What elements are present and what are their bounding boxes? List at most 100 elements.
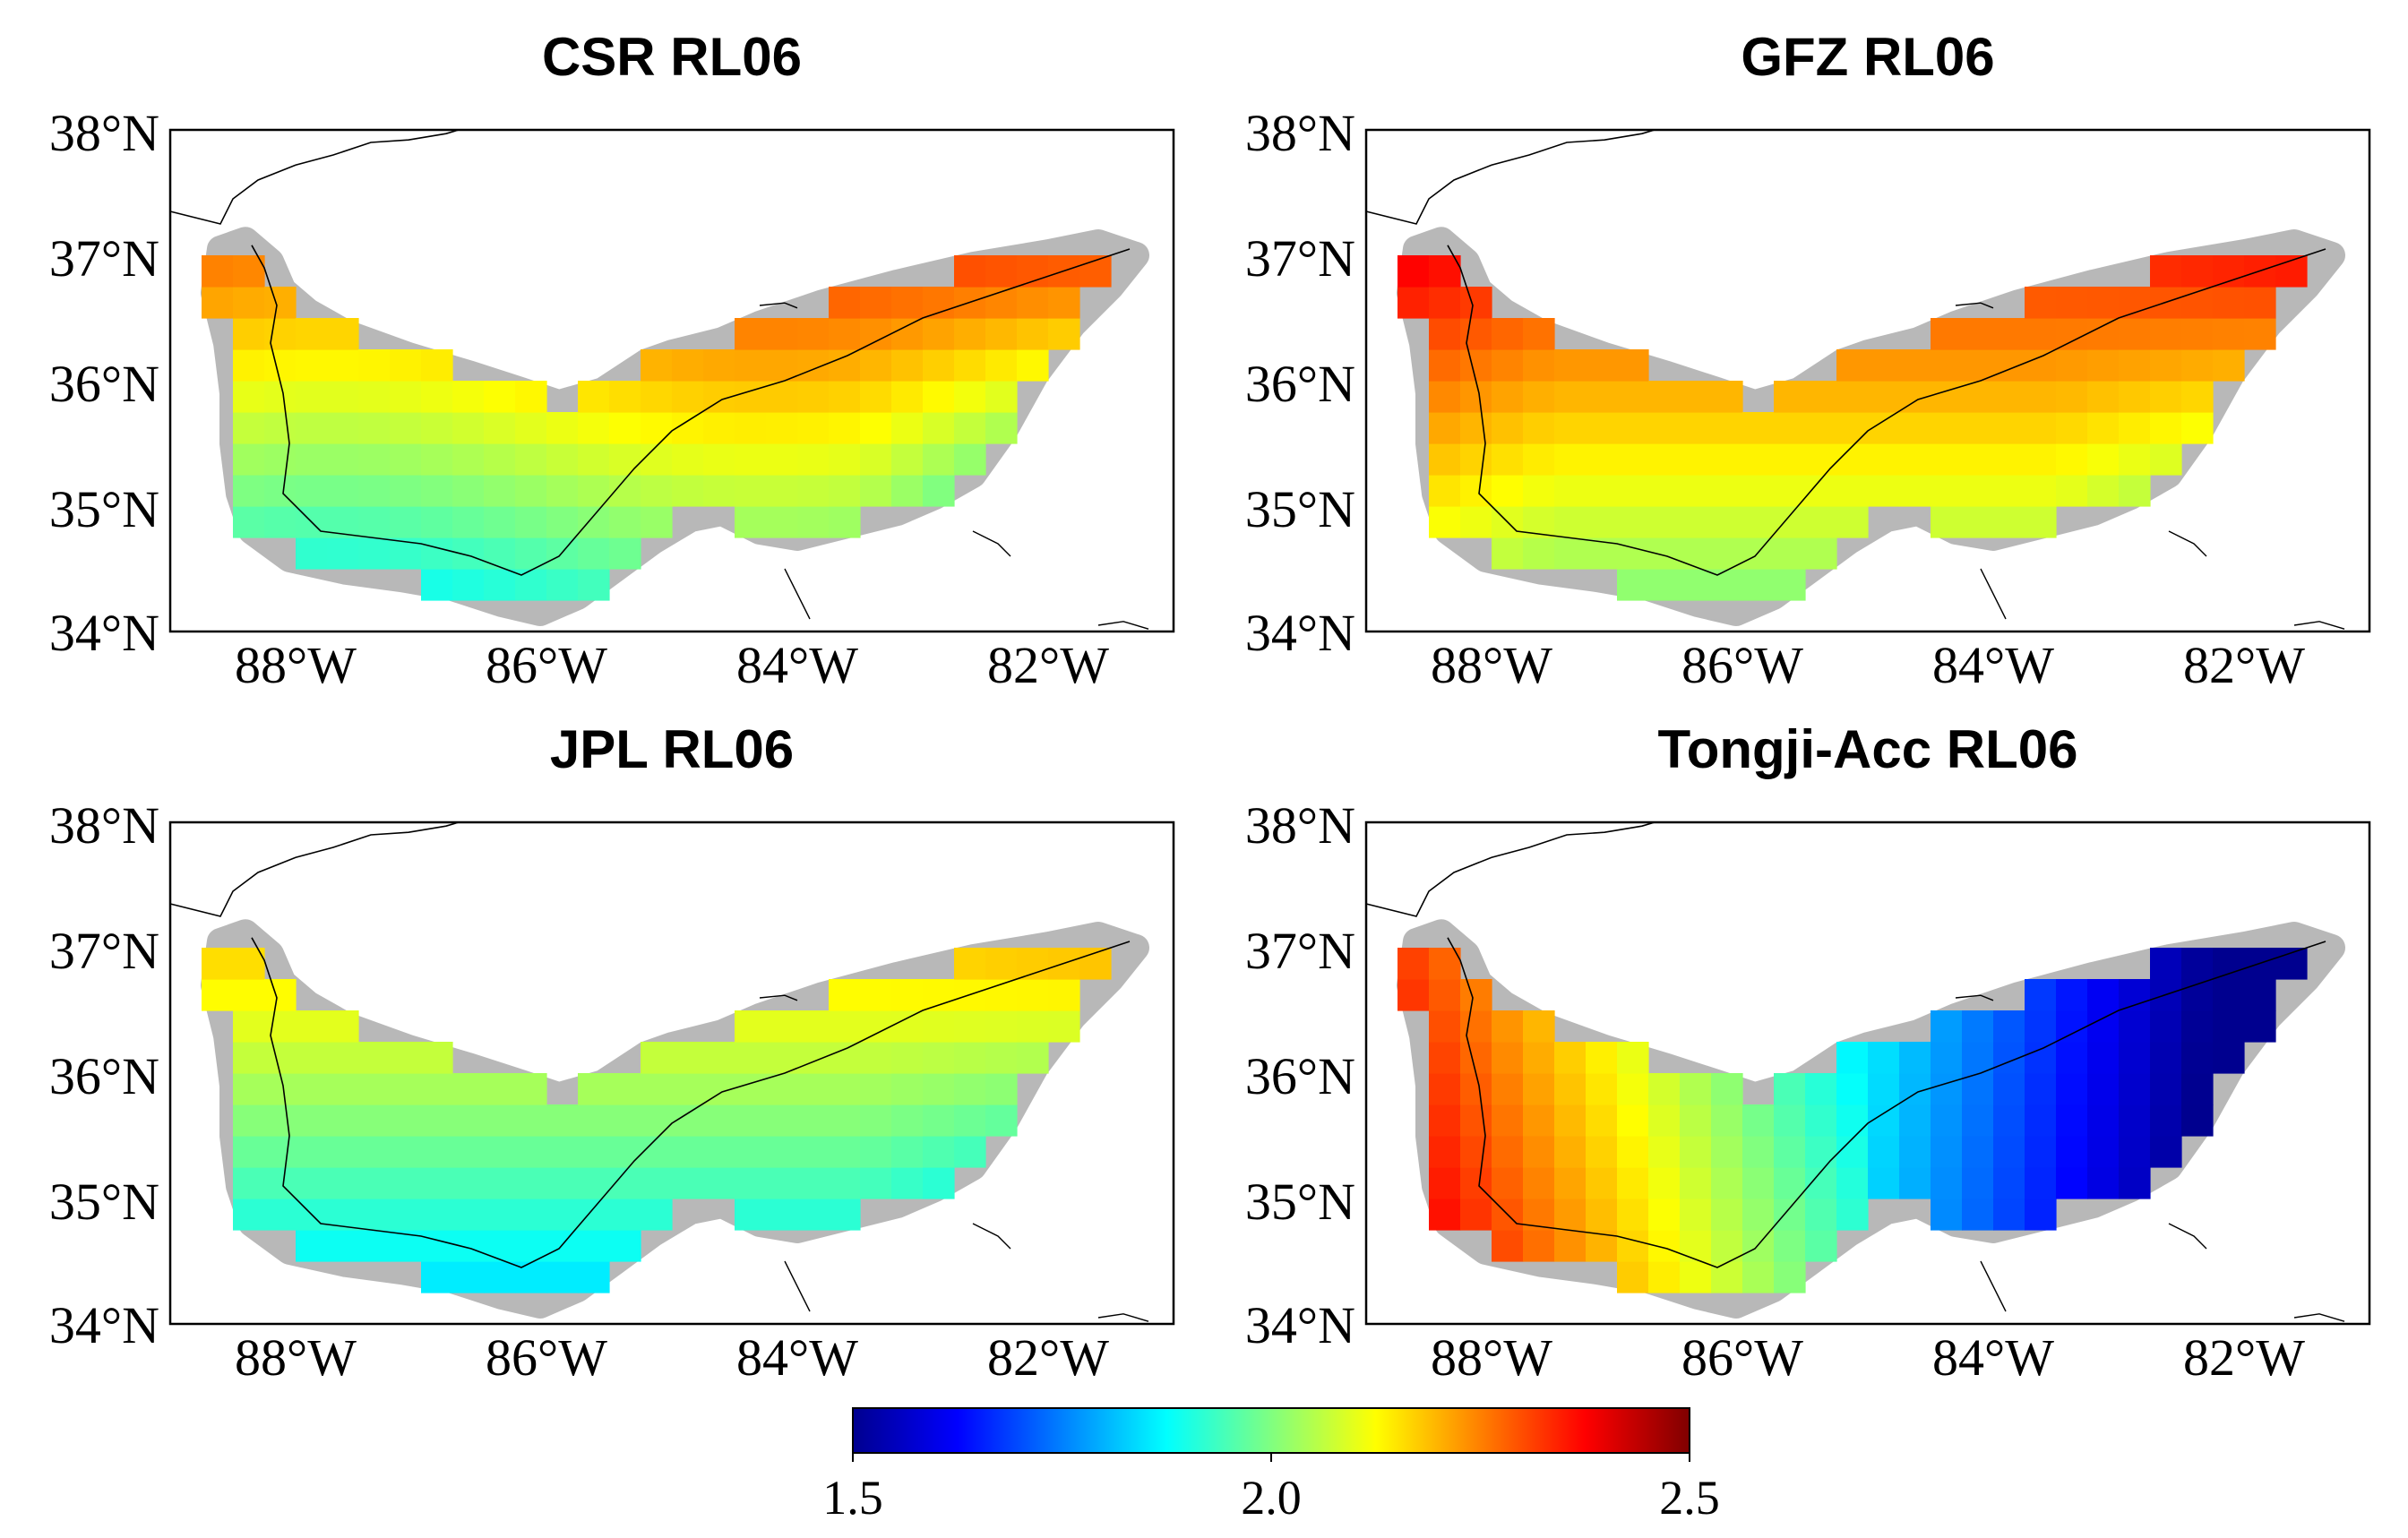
- grid-cell: [1774, 381, 1806, 413]
- grid-cell: [609, 537, 641, 570]
- grid-cell: [1648, 1167, 1681, 1199]
- grid-cell: [358, 475, 391, 507]
- grid-cell: [797, 1010, 830, 1043]
- grid-cell: [1836, 1042, 1869, 1074]
- grid-cell: [641, 1104, 673, 1137]
- grid-cell: [1460, 412, 1492, 444]
- grid-cell: [2181, 349, 2214, 382]
- grid-cell: [421, 1230, 453, 1262]
- boundary-line: [169, 821, 460, 917]
- grid-cell: [390, 412, 422, 444]
- grid-cell: [1617, 349, 1649, 382]
- grid-cell: [421, 1136, 453, 1168]
- grid-cell: [421, 569, 453, 601]
- grid-cell: [1460, 443, 1492, 476]
- grid-cell: [484, 1261, 516, 1293]
- grid-cell: [1680, 381, 1712, 413]
- grid-cell: [891, 287, 924, 319]
- grid-cell: [1617, 1136, 1649, 1168]
- grid-cell: [891, 1010, 924, 1043]
- grid-cell: [452, 506, 485, 538]
- lat-tick-label: 35°N: [49, 1173, 159, 1231]
- grid-cell: [797, 1199, 830, 1231]
- grid-cell: [829, 1042, 861, 1074]
- grid-cell: [1962, 1136, 1994, 1168]
- grid-cell: [327, 1230, 359, 1262]
- grid-cell: [515, 1230, 547, 1262]
- grid-cell: [1931, 349, 1963, 382]
- grid-cell: [1586, 381, 1618, 413]
- grid-cell: [1398, 287, 1430, 319]
- grid-cell: [1711, 475, 1743, 507]
- grid-cell: [421, 349, 453, 382]
- grid-cell: [954, 443, 986, 476]
- grid-cell: [296, 1167, 328, 1199]
- grid-cells: [1398, 255, 2308, 601]
- lat-tick-label: 38°N: [49, 796, 159, 855]
- grid-cell: [2244, 318, 2276, 350]
- grid-cell: [672, 1167, 704, 1199]
- grid-cell: [2150, 1073, 2182, 1105]
- lat-tick-label: 34°N: [49, 604, 159, 662]
- grid-cell: [703, 475, 735, 507]
- grid-cell: [829, 1010, 861, 1043]
- grid-cell: [1648, 1261, 1681, 1293]
- grid-cell: [1836, 1167, 1869, 1199]
- grid-cell: [860, 979, 892, 1011]
- grid-cell: [484, 412, 516, 444]
- grid-cell: [2025, 1073, 2057, 1105]
- grid-cell: [1931, 1073, 1963, 1105]
- panel-title: CSR RL06: [542, 27, 802, 87]
- grid-cell: [452, 443, 485, 476]
- grid-cell: [1931, 412, 1963, 444]
- grid-cell: [735, 381, 767, 413]
- grid-cell: [2025, 1042, 2057, 1074]
- lake-outline: [1980, 1260, 2007, 1312]
- grid-cell: [923, 1010, 955, 1043]
- grid-cell: [1742, 569, 1775, 601]
- grid-cell: [1742, 1230, 1775, 1262]
- grid-cell: [2213, 1010, 2245, 1043]
- boundary-line: [169, 129, 460, 225]
- grid-cell: [1962, 318, 1994, 350]
- grid-cell: [829, 1199, 861, 1231]
- grid-cell: [1460, 318, 1492, 350]
- grid-cell: [515, 1073, 547, 1105]
- grid-cell: [1962, 412, 1994, 444]
- grid-cell: [1429, 979, 1461, 1011]
- grid-cell: [1899, 1104, 1931, 1137]
- grid-cell: [421, 443, 453, 476]
- grid-cell: [2087, 475, 2120, 507]
- grid-cell: [1648, 443, 1681, 476]
- lat-tick-label: 35°N: [49, 480, 159, 538]
- grid-cell: [1774, 1167, 1806, 1199]
- lon-tick-label: 86°W: [1681, 636, 1803, 694]
- grid-cell: [766, 1167, 798, 1199]
- grid-cell: [1993, 1104, 2025, 1137]
- grid-cell: [358, 1042, 391, 1074]
- grid-cell: [609, 506, 641, 538]
- grid-cell: [515, 537, 547, 570]
- grid-cell: [264, 287, 297, 319]
- grid-cell: [2056, 1104, 2088, 1137]
- grid-cell: [1648, 1199, 1681, 1231]
- grid-cell: [985, 948, 1018, 980]
- grid-cell: [233, 1136, 265, 1168]
- grid-cell: [2087, 979, 2120, 1011]
- grid-cell: [327, 1042, 359, 1074]
- grid-cell: [1460, 1010, 1492, 1043]
- grid-cell: [2056, 1073, 2088, 1105]
- grid-cell: [1836, 1104, 1869, 1137]
- lon-tick-label: 82°W: [987, 636, 1109, 694]
- grid-cell: [233, 1104, 265, 1137]
- grid-cell: [546, 569, 579, 601]
- grid-cell: [2056, 318, 2088, 350]
- grid-cell: [1711, 1104, 1743, 1137]
- grid-cell: [1931, 1136, 1963, 1168]
- grid-cell: [1931, 1167, 1963, 1199]
- grid-cell: [1962, 475, 1994, 507]
- grid-cell: [672, 475, 704, 507]
- grid-cell: [296, 381, 328, 413]
- grid-cell: [2025, 1167, 2057, 1199]
- grid-cell: [264, 1199, 297, 1231]
